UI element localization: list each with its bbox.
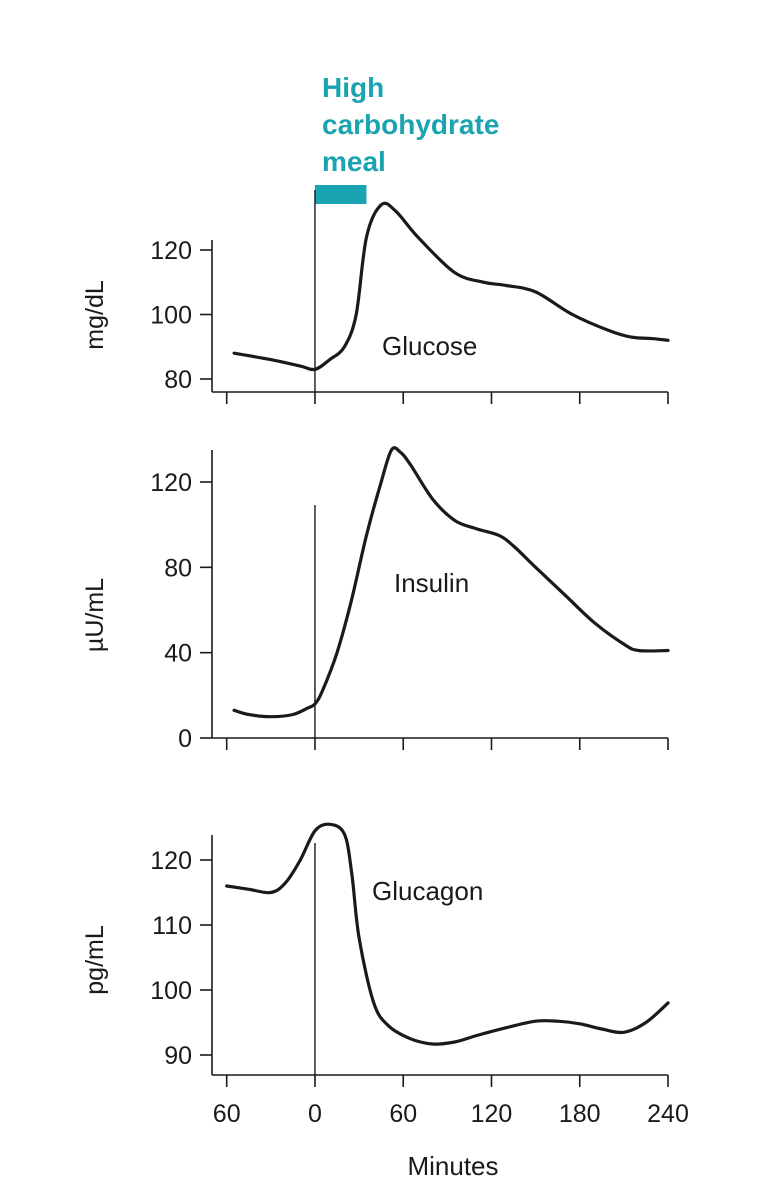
insulin-y-tick-label: 0 bbox=[178, 725, 192, 753]
glucose-y-tick-label: 100 bbox=[150, 302, 192, 330]
insulin-y-tick-label: 80 bbox=[164, 554, 192, 582]
glucose-panel: mg/dL Glucose 80 100 120 bbox=[81, 190, 670, 404]
insulin-panel: µU/mL Insulin 0 40 80 120 bbox=[81, 446, 670, 753]
glucagon-y-tick-label: 110 bbox=[152, 912, 192, 940]
glucose-curve bbox=[232, 201, 670, 372]
x-axis-title: Minutes bbox=[407, 1151, 498, 1181]
glucose-y-label: mg/dL bbox=[81, 280, 109, 350]
x-tick-label: 240 bbox=[647, 1100, 689, 1128]
glucose-y-tick-label: 80 bbox=[164, 366, 192, 394]
x-tick-label: 60 bbox=[389, 1100, 417, 1128]
insulin-curve-label: Insulin bbox=[394, 568, 469, 598]
glucagon-y-tick-label: 90 bbox=[164, 1042, 192, 1070]
meal-label-line-1: High bbox=[322, 72, 384, 103]
insulin-curve bbox=[232, 446, 670, 719]
x-tick-label: 0 bbox=[308, 1100, 322, 1128]
x-axis-tick-labels: 60 0 60 120 180 240 bbox=[213, 1100, 689, 1128]
insulin-y-tick-label: 40 bbox=[164, 640, 192, 668]
glucagon-curve bbox=[225, 822, 670, 1046]
x-tick-label: 60 bbox=[213, 1100, 241, 1128]
glucagon-y-label: pg/mL bbox=[81, 925, 109, 995]
insulin-y-label: µU/mL bbox=[81, 578, 109, 652]
glucose-y-tick-label: 120 bbox=[150, 237, 192, 265]
glucagon-y-tick-label: 100 bbox=[150, 977, 192, 1005]
meal-label-line-2: carbohydrate bbox=[322, 109, 499, 140]
glucose-curve-label: Glucose bbox=[382, 331, 477, 361]
x-tick-label: 180 bbox=[559, 1100, 601, 1128]
insulin-y-tick-label: 120 bbox=[150, 469, 192, 497]
meal-duration-bar bbox=[314, 185, 367, 204]
glucagon-panel: pg/mL Glucagon 90 100 110 120 bbox=[81, 822, 670, 1087]
glucagon-y-tick-label: 120 bbox=[150, 847, 192, 875]
x-tick-label: 120 bbox=[471, 1100, 513, 1128]
meal-label-line-3: meal bbox=[322, 146, 386, 177]
glucagon-curve-label: Glucagon bbox=[372, 876, 483, 906]
meal-annotation: High carbohydrate meal bbox=[314, 72, 499, 204]
